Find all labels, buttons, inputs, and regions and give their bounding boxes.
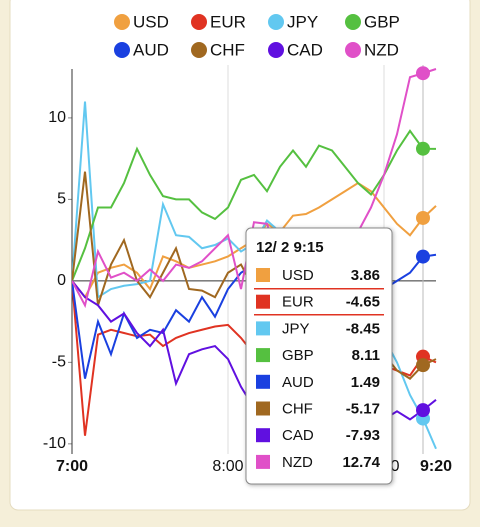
tooltip-name: USD: [282, 267, 314, 284]
legend-label[interactable]: NZD: [364, 40, 399, 59]
tooltip-value: -5.17: [346, 400, 380, 417]
tooltip-box: [245, 227, 393, 485]
series-line: [72, 129, 437, 282]
tooltip-value: -8.45: [346, 320, 380, 337]
tooltip-swatch: [256, 268, 270, 282]
tooltip-value: 1.49: [351, 374, 380, 391]
hover-marker: [416, 249, 430, 264]
card: [9, 0, 471, 511]
tooltip-swatch: [256, 374, 270, 389]
legend-swatch[interactable]: [191, 14, 207, 30]
tooltip-name: CAD: [282, 427, 314, 444]
legend-swatch[interactable]: [114, 42, 130, 58]
tooltip-swatch: [256, 454, 270, 469]
legend-label[interactable]: USD: [133, 12, 169, 31]
tooltip-name: CHF: [282, 400, 313, 417]
hover-marker: [416, 358, 430, 373]
tooltip-name: AUD: [282, 374, 314, 391]
legend-swatch[interactable]: [114, 14, 130, 30]
tooltip-value: 8.11: [352, 347, 380, 364]
legend-swatch[interactable]: [191, 42, 207, 58]
tooltip-swatch: [256, 348, 270, 363]
y-tick-label: 10: [48, 109, 66, 126]
legend-label[interactable]: CHF: [210, 40, 245, 59]
tooltip-value: 3.86: [351, 267, 380, 284]
tooltip-name: EUR: [282, 294, 314, 311]
legend-label[interactable]: EUR: [210, 12, 246, 31]
legend-swatch[interactable]: [268, 42, 284, 58]
tooltip-title: 12/ 2 9:15: [256, 239, 324, 256]
hover-marker: [416, 403, 430, 418]
legend-label[interactable]: GBP: [364, 12, 400, 31]
x-tick-label: 9:20: [420, 458, 452, 475]
tooltip-value: -7.93: [346, 427, 380, 444]
series-line: [72, 68, 437, 309]
hover-marker: [416, 210, 430, 225]
tooltip-value: -4.65: [346, 294, 380, 311]
tooltip-swatch: [256, 321, 270, 336]
x-tick-label: 8:00: [212, 458, 243, 475]
y-tick-label: -10: [43, 435, 66, 452]
x-tick-label: 7:00: [56, 458, 88, 475]
tooltip-swatch: [256, 294, 270, 309]
tooltip-swatch: [256, 428, 270, 443]
legend-label[interactable]: AUD: [133, 40, 169, 59]
tooltip-name: JPY: [282, 320, 310, 337]
legend-label[interactable]: CAD: [287, 40, 323, 59]
legend-swatch[interactable]: [268, 14, 284, 30]
legend-swatch[interactable]: [345, 42, 361, 58]
tooltip-value: 12.74: [342, 454, 380, 471]
tooltip-name: GBP: [282, 347, 314, 364]
legend-label[interactable]: JPY: [287, 12, 318, 31]
y-tick-label: 5: [57, 191, 66, 208]
hover-marker: [416, 141, 430, 156]
tooltip-name: NZD: [282, 454, 313, 471]
y-tick-label: 0: [57, 272, 66, 289]
legend-swatch[interactable]: [345, 14, 361, 30]
hover-marker: [416, 66, 430, 81]
tooltip-swatch: [256, 401, 270, 416]
y-tick-label: -5: [52, 354, 66, 371]
